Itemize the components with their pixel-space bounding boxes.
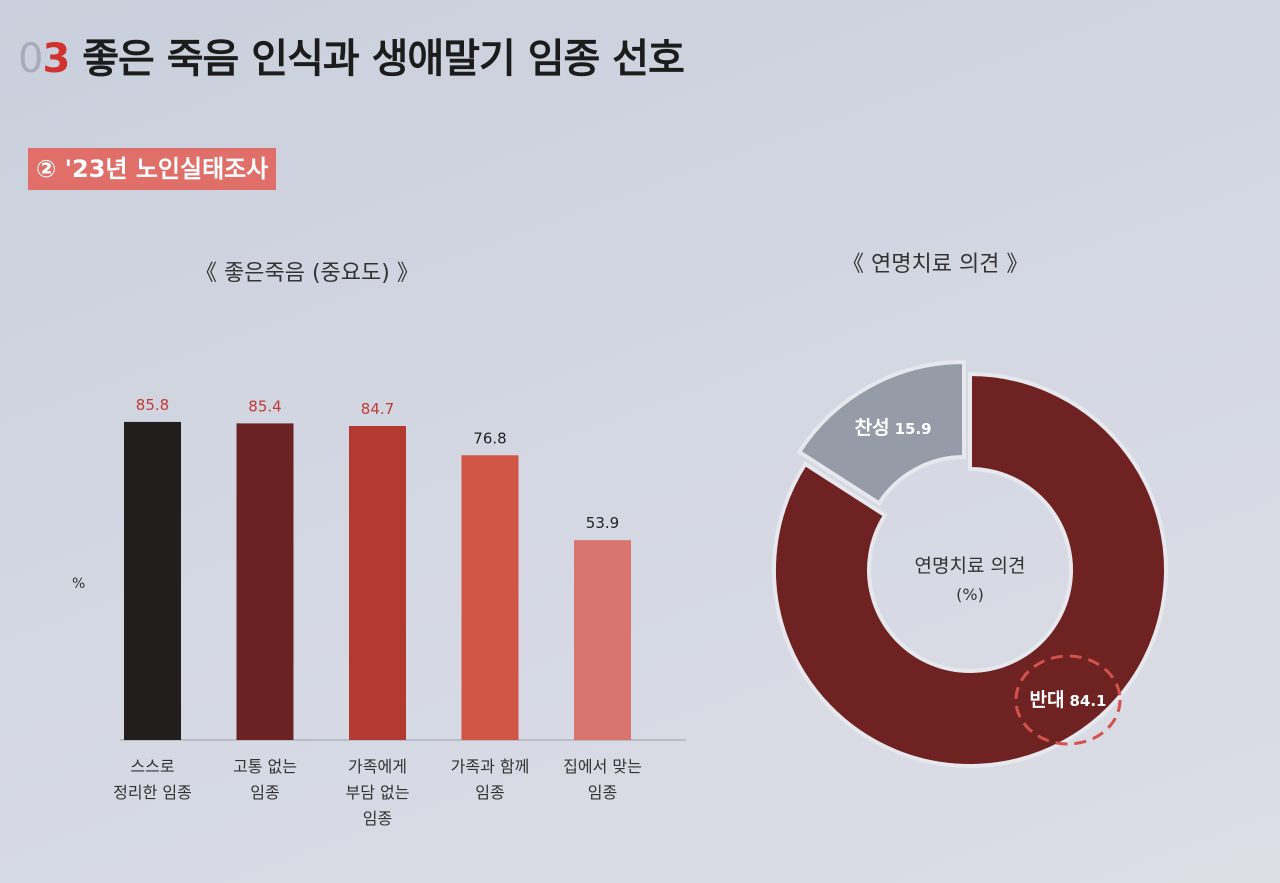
category-label: 스스로 — [130, 757, 174, 776]
category-label: 임종 — [363, 809, 392, 828]
donut-chart: 반대 84.1 찬성 15.9 연명치료 의견 (%) — [772, 359, 1168, 768]
bar-value-label: 85.8 — [136, 396, 169, 414]
category-label: 부담 없는 — [346, 783, 410, 802]
category-label: 임종 — [250, 783, 279, 802]
highlight-circle — [1014, 654, 1122, 746]
slice-oppose — [772, 371, 1168, 768]
bar — [349, 425, 406, 740]
bar-value-label: 76.8 — [473, 429, 506, 447]
bar — [461, 455, 519, 740]
bar — [236, 423, 294, 740]
category-label: 가족과 함께 — [451, 757, 530, 776]
y-axis-unit-label: % — [72, 576, 86, 592]
slice-favor-label: 찬성 15.9 — [855, 417, 932, 439]
section-number-prefix: 0 — [18, 36, 43, 82]
slice-favor — [796, 359, 966, 507]
category-label: 집에서 맞는 — [563, 757, 642, 776]
category-label: 임종 — [475, 783, 504, 802]
section-number: 3 — [42, 36, 70, 82]
bar-value-label: 85.4 — [248, 397, 281, 415]
donut-center-label: 연명치료 의견 — [915, 555, 1026, 577]
bar-chart-title: 《 좋은죽음 (중요도) 》 — [195, 261, 419, 286]
slide-title: 03 좋은 죽음 인식과 생애말기 임종 선호 — [18, 26, 685, 84]
donut-chart-title: 《 연명치료 의견 》 — [842, 252, 1029, 277]
bar — [574, 540, 631, 740]
slide-title-text: 좋은 죽음 인식과 생애말기 임종 선호 — [82, 36, 685, 82]
category-label: 가족에게 — [348, 757, 407, 776]
donut-center-label: (%) — [956, 585, 984, 604]
bar-value-label: 84.7 — [361, 400, 394, 418]
survey-source-badge: ② '23년 노인실태조사 — [28, 148, 277, 190]
category-label: 임종 — [588, 783, 617, 802]
category-label: 고통 없는 — [233, 757, 297, 776]
slice-oppose-label: 반대 84.1 — [1030, 689, 1107, 711]
bar — [124, 421, 181, 740]
bar-value-label: 53.9 — [586, 514, 619, 532]
category-label: 정리한 임종 — [113, 783, 192, 802]
